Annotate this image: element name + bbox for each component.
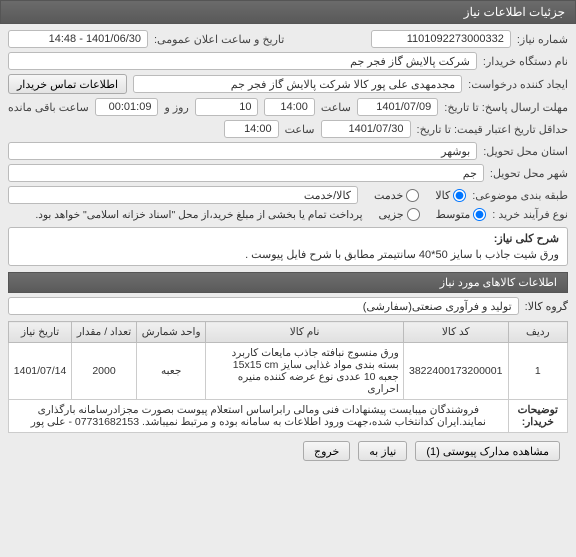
col-qty: تعداد / مقدار xyxy=(72,322,137,343)
creator-label: ایجاد کننده درخواست: xyxy=(468,78,568,91)
prov-field: بوشهر xyxy=(8,142,477,160)
cat-field: کالا/خدمت xyxy=(8,186,358,204)
col-row: ردیف xyxy=(508,322,567,343)
deadline-label: مهلت ارسال پاسخ: تا تاریخ: xyxy=(444,101,568,114)
prov-label: استان محل تحویل: xyxy=(483,145,568,158)
remain-field: 00:01:09 xyxy=(95,98,159,116)
proc-small-input[interactable] xyxy=(407,208,420,221)
proc-mid-text: متوسط xyxy=(436,208,471,221)
cell-row: 1 xyxy=(508,343,567,400)
proc-small-radio[interactable]: جزیی xyxy=(379,208,420,221)
col-code: کد کالا xyxy=(403,322,508,343)
req-num-field: 1101092273000332 xyxy=(371,30,511,48)
cat-service-input[interactable] xyxy=(406,189,419,202)
days-field: 10 xyxy=(195,98,259,116)
deadline-time: 14:00 xyxy=(264,98,314,116)
col-name: نام کالا xyxy=(206,322,403,343)
creator-field: مجدمهدی علی پور کالا شرکت پالایش گاز فجر… xyxy=(133,75,462,93)
cell-name: ورق منسوج نبافته جاذب مایعات کاربرد بسته… xyxy=(206,343,403,400)
cat-goods-text: کالا xyxy=(435,189,450,202)
valid-time: 14:00 xyxy=(224,120,279,138)
cat-goods-input[interactable] xyxy=(453,189,466,202)
footer: مشاهده مدارک پیوستی (1) نیاز به خروج xyxy=(8,433,568,469)
notes-row: توضیحات خریدار: فروشندگان میبایست پیشنها… xyxy=(9,400,568,433)
city-field: جم xyxy=(8,164,484,182)
buyer-field: شرکت پالایش گاز فجر جم xyxy=(8,52,477,70)
at-label-2: ساعت xyxy=(285,123,315,136)
attachments-button[interactable]: مشاهده مدارک پیوستی (1) xyxy=(415,441,560,461)
cat-service-text: خدمت xyxy=(374,189,403,202)
ann-date-field: 1401/06/30 - 14:48 xyxy=(8,30,148,48)
items-table: ردیف کد کالا نام کالا واحد شمارش تعداد /… xyxy=(8,321,568,433)
notes-text: فروشندگان میبایست پیشنهادات فنی ومالی را… xyxy=(9,400,509,433)
cell-date: 1401/07/14 xyxy=(9,343,72,400)
back-button[interactable]: نیاز به xyxy=(358,441,407,461)
day-label: روز و xyxy=(164,101,188,114)
notes-label: توضیحات خریدار: xyxy=(518,404,558,428)
proc-label: نوع فرآیند خرید : xyxy=(492,208,568,221)
col-unit: واحد شمارش xyxy=(136,322,205,343)
col-date: تاریخ نیاز xyxy=(9,322,72,343)
cell-code: 3822400173200001 xyxy=(403,343,508,400)
at-label-1: ساعت xyxy=(321,101,351,114)
deadline-date: 1401/07/09 xyxy=(357,98,438,116)
desc-label: شرح کلی نیاز: xyxy=(494,233,559,245)
proc-mid-radio[interactable]: متوسط xyxy=(436,208,487,221)
cat-label: طبقه بندی موضوعی: xyxy=(472,189,568,202)
group-label: گروه کالا: xyxy=(525,300,568,313)
items-header: اطلاعات کالاهای مورد نیاز xyxy=(8,272,568,293)
cat-goods-radio[interactable]: کالا xyxy=(435,189,466,202)
cat-service-radio[interactable]: خدمت xyxy=(374,189,419,202)
buyer-label: نام دستگاه خریدار: xyxy=(483,55,568,68)
desc-box: شرح کلی نیاز: ورق شیت جاذب با سایز 50*40… xyxy=(8,227,568,266)
panel-title: جزئیات اطلاعات نیاز xyxy=(0,0,576,24)
table-row: 1 3822400173200001 ورق منسوج نبافته جاذب… xyxy=(9,343,568,400)
proc-mid-input[interactable] xyxy=(473,208,486,221)
form-area: شماره نیاز: 1101092273000332 تاریخ و ساع… xyxy=(0,24,576,475)
exit-button[interactable]: خروج xyxy=(303,441,350,461)
ann-date-label: تاریخ و ساعت اعلان عمومی: xyxy=(154,33,284,46)
contact-button[interactable]: اطلاعات تماس خریدار xyxy=(8,74,127,94)
proc-small-text: جزیی xyxy=(379,208,404,221)
cell-qty: 2000 xyxy=(72,343,137,400)
group-field: تولید و فرآوری صنعتی(سفارشی) xyxy=(8,297,519,315)
valid-date: 1401/07/30 xyxy=(321,120,411,138)
remain-label: ساعت باقی مانده xyxy=(8,101,89,114)
req-num-label: شماره نیاز: xyxy=(517,33,568,46)
valid-label: حداقل تاریخ اعتبار قیمت: تا تاریخ: xyxy=(417,123,568,136)
city-label: شهر محل تحویل: xyxy=(490,167,568,180)
proc-note: پرداخت تمام یا بخشی از مبلغ خرید،از محل … xyxy=(35,209,362,221)
cell-unit: جعبه xyxy=(136,343,205,400)
desc-text: ورق شیت جاذب با سایز 50*40 سانتیمتر مطاب… xyxy=(17,248,559,261)
